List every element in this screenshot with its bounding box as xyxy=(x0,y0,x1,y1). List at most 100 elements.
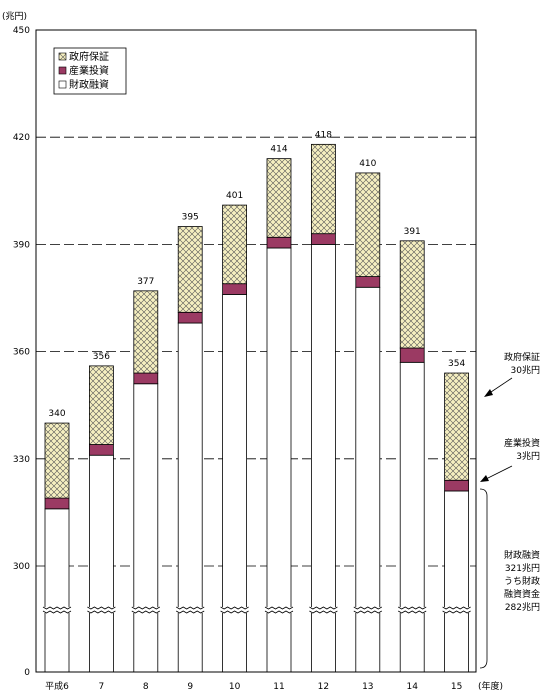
y-tick-label: 420 xyxy=(13,133,30,143)
axis-break-line xyxy=(87,606,116,610)
y-tick-label: 390 xyxy=(13,240,30,250)
axis-break-gap xyxy=(43,607,71,613)
bar-segment-guarantee xyxy=(89,365,114,445)
axis-break-gap xyxy=(353,607,382,613)
bar-segment-guarantee xyxy=(222,204,248,285)
bar-total-label: 356 xyxy=(93,352,110,362)
legend-swatch-ind xyxy=(58,66,67,75)
legend: 政府保証 産業投資 財政融資 xyxy=(53,47,127,95)
legend-swatch-gov xyxy=(58,52,67,61)
bar-total-label: 401 xyxy=(226,191,243,201)
axis-break-line xyxy=(309,610,338,614)
axis-break-line xyxy=(264,610,294,614)
bar-total-label: 410 xyxy=(359,159,376,169)
bar-segment-industrial xyxy=(222,283,248,295)
bar-segment-industrial xyxy=(310,233,336,245)
y-tick-label: 330 xyxy=(13,455,30,465)
axis-break-line xyxy=(87,610,116,614)
bar-segment-industrial xyxy=(44,497,70,510)
bar-segment-fiscal xyxy=(177,322,203,673)
bar-total-label: 391 xyxy=(404,227,421,237)
bar-total-label: 395 xyxy=(182,213,199,223)
axis-break-gap xyxy=(265,607,293,613)
axis-break-line xyxy=(131,606,160,610)
axis-break-line xyxy=(353,610,382,614)
axis-break-line xyxy=(220,606,249,610)
axis-break-gap xyxy=(442,607,471,613)
axis-break-line xyxy=(42,610,72,614)
bar-segment-industrial xyxy=(266,236,292,249)
bar-segment-industrial xyxy=(399,347,425,363)
annotation-ind-line1: 産業投資 xyxy=(504,437,540,449)
annotation-fiscal-line5: 282兆円 xyxy=(505,602,540,613)
x-tick-label: 14 xyxy=(406,682,418,692)
axis-break-marks xyxy=(42,606,471,614)
axis-break-gap xyxy=(131,607,160,613)
bar-segment-guarantee xyxy=(133,290,159,374)
bar-segment-fiscal xyxy=(222,294,248,673)
y-tick-labels: 0 300 330 360 390 420 450 xyxy=(13,26,30,678)
annotation-gov-arrow xyxy=(487,377,513,395)
annotation-ind-arrowhead xyxy=(480,475,489,482)
bar-total-label: 354 xyxy=(448,359,465,369)
axis-break-gap xyxy=(220,607,249,613)
annotation-fiscal-brace xyxy=(479,488,488,669)
bar-segment-guarantee xyxy=(444,372,470,481)
annotation-fiscal-line2: 321兆円 xyxy=(505,563,540,574)
axis-break-line xyxy=(353,606,382,610)
bar-segment-fiscal xyxy=(399,361,425,673)
x-tick-label: 10 xyxy=(229,682,241,692)
annotation-fiscal-line1: 財政融資 xyxy=(504,549,540,561)
axis-break-line xyxy=(42,606,72,610)
plot-frame xyxy=(35,29,477,673)
axis-break-gap xyxy=(398,607,427,613)
axis-break-line xyxy=(176,610,205,614)
y-tick-label: 450 xyxy=(13,26,30,36)
bar-segment-fiscal xyxy=(266,247,292,673)
bar-segment-guarantee xyxy=(266,158,292,238)
bar-segment-fiscal xyxy=(133,383,159,673)
bar-segment-fiscal xyxy=(355,286,381,673)
axis-break-gap xyxy=(309,607,338,613)
legend-label-fiscal: 財政融資 xyxy=(69,78,109,91)
bar-segment-guarantee xyxy=(44,422,70,499)
bar-segment-fiscal xyxy=(89,454,114,673)
bar-total-labels: 340 356 377 395 401 414 418 410 391 354 xyxy=(48,130,465,419)
x-tick-label: 12 xyxy=(318,682,329,692)
axis-break-line xyxy=(176,606,205,610)
axis-break-gap xyxy=(176,607,205,613)
axis-break-line xyxy=(220,610,249,614)
bar-segment-industrial xyxy=(177,311,203,324)
annotation-gov: 政府保証 30兆円 xyxy=(484,351,540,397)
bar-segment-fiscal xyxy=(310,243,336,673)
bar-segment-industrial xyxy=(133,372,159,385)
annotation-gov-line2: 30兆円 xyxy=(511,365,540,376)
annotation-ind-line2: 3兆円 xyxy=(516,451,540,462)
bar-segment-guarantee xyxy=(399,240,425,349)
axis-break-line xyxy=(442,606,471,610)
annotation-fiscal-line4: 融資資金 xyxy=(504,588,540,600)
axis-break-line xyxy=(264,606,294,610)
x-tick-label: 平成6 xyxy=(45,680,69,692)
bar-segment-fiscal xyxy=(444,490,470,673)
annotation-ind-arrow xyxy=(483,465,513,481)
bar-total-label: 340 xyxy=(48,409,65,419)
annotation-fiscal-line3: うち財政 xyxy=(504,575,540,587)
y-tick-label: 0 xyxy=(24,668,30,678)
x-tick-label: 11 xyxy=(273,682,284,692)
x-tick-label: 8 xyxy=(143,682,149,692)
bar-total-label: 377 xyxy=(137,277,154,287)
axis-break-line xyxy=(442,610,471,614)
bar-segment-guarantee xyxy=(355,172,381,277)
bar-segment-fiscal xyxy=(44,508,70,673)
bar-total-label: 418 xyxy=(315,130,332,140)
legend-swatch-fiscal xyxy=(58,80,67,89)
bar-segment-guarantee xyxy=(177,226,203,313)
x-unit-label: (年度) xyxy=(478,680,503,692)
annotation-ind: 産業投資 3兆円 xyxy=(480,437,540,482)
bar-segment-industrial xyxy=(355,276,381,288)
x-tick-label: 15 xyxy=(451,682,462,692)
bar-segment-guarantee xyxy=(310,143,336,235)
bar-segment-industrial xyxy=(89,444,114,456)
